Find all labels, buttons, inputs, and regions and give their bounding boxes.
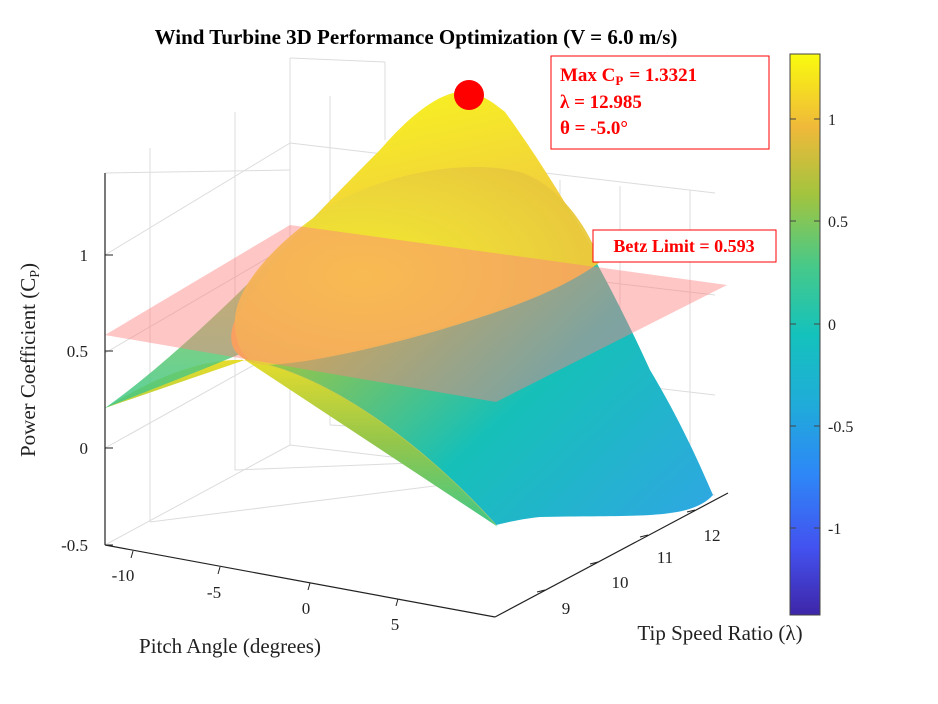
x-tick-label: -10: [112, 566, 135, 585]
z-tick-label: -0.5: [61, 536, 88, 555]
colorbar-scale: [789, 53, 821, 616]
max-annotation-line1: Max CP = 1.3321: [560, 65, 697, 88]
surface-ridge-line: [244, 359, 497, 526]
y-tick-label: 12: [704, 526, 721, 545]
x-axis-label: Pitch Angle (degrees): [139, 634, 321, 658]
max-annotation-line3: θ = -5.0°: [560, 118, 628, 139]
surface: [105, 92, 713, 527]
colorbar-tick-label: -0.5: [828, 419, 853, 436]
betz-label: Betz Limit = 0.593: [613, 236, 754, 256]
y-axis: 9 10 11 12: [536, 509, 721, 618]
colorbar-tick-label: 0: [828, 317, 836, 334]
colorbar-tick-label: 0.5: [828, 214, 848, 231]
x-axis: -10 -5 0 5: [112, 550, 400, 634]
x-tick-label: 0: [302, 599, 311, 618]
z-axis: 1 0.5 0 -0.5: [61, 246, 113, 555]
z-tick-label: 0: [80, 439, 89, 458]
max-annotation: Max CP = 1.3321 λ = 12.985 θ = -5.0°: [550, 55, 770, 150]
max-annotation-line2: λ = 12.985: [560, 92, 642, 113]
surface-lobe: [234, 167, 600, 365]
y-tick-label: 10: [612, 573, 629, 592]
z-tick-label: 1: [80, 246, 89, 265]
z-axis-label: Power Coefficient (CP): [16, 263, 43, 457]
surface-left-face: [105, 359, 498, 527]
y-axis-label: Tip Speed Ratio (λ): [637, 621, 802, 645]
axes: [104, 173, 729, 618]
y-tick-label: 11: [657, 548, 673, 567]
colorbar-tick-label: 1: [828, 112, 836, 129]
chart-title: Wind Turbine 3D Performance Optimization…: [155, 25, 678, 49]
colorbar-tick-label: -1: [828, 521, 841, 538]
max-point-marker: [454, 80, 484, 110]
betz-annotation: Betz Limit = 0.593: [592, 229, 777, 263]
betz-plane: [105, 225, 727, 402]
colorbar: 1 0.5 0 -0.5 -1: [789, 53, 853, 616]
x-tick-label: 5: [391, 615, 400, 634]
x-tick-label: -5: [207, 583, 221, 602]
z-tick-label: 0.5: [67, 342, 88, 361]
y-tick-label: 9: [562, 599, 571, 618]
